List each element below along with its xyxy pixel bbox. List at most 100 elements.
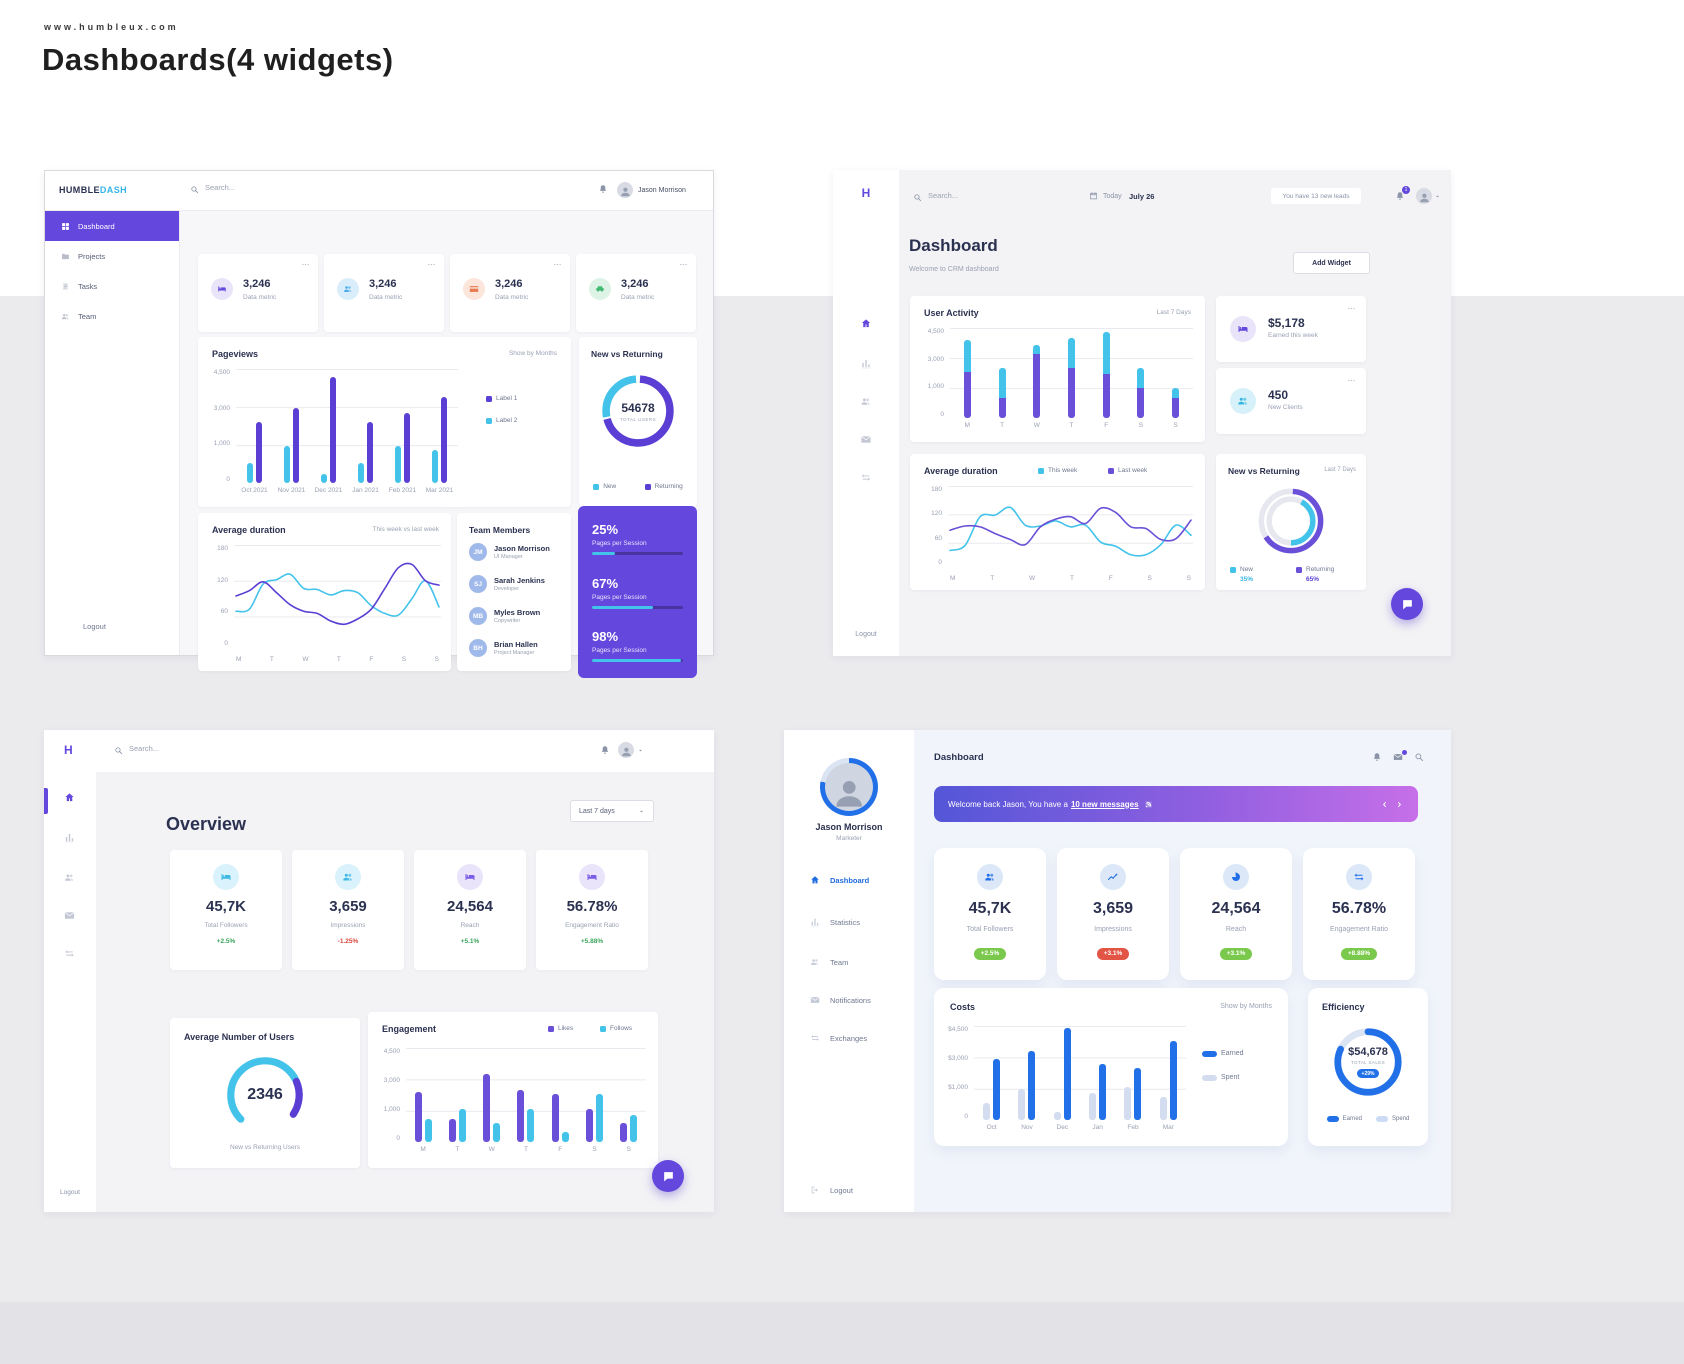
chevron-left-icon[interactable] (1380, 800, 1389, 809)
bc-g (1019, 328, 1054, 418)
page-title: Dashboards(4 widgets) (42, 42, 394, 77)
team-member-row[interactable]: BH Brian Hallen Project Manager (469, 639, 563, 657)
bell-icon[interactable] (1395, 191, 1405, 201)
card-hint: Show by Months (1220, 1003, 1272, 1010)
sidebar-swap-icon[interactable] (860, 472, 872, 483)
chart-icon (810, 917, 820, 927)
logout-link[interactable]: Logout (855, 631, 877, 638)
mail-icon[interactable] (1393, 752, 1403, 762)
search-input[interactable] (928, 191, 1038, 200)
sidebar-mail-icon[interactable] (860, 434, 872, 445)
date-label[interactable]: July 26 (1129, 192, 1155, 201)
search-icon (913, 193, 922, 202)
stat-label: Earned this week (1268, 332, 1318, 339)
leads-pill[interactable]: You have 13 new leads (1271, 188, 1361, 204)
stat-value: 45,7K (968, 900, 1012, 917)
logout-link[interactable]: Logout (60, 1189, 80, 1196)
more-menu-icon[interactable] (679, 260, 688, 269)
chevron-down-icon[interactable] (1434, 193, 1441, 200)
logout-link[interactable]: Logout (784, 1180, 914, 1200)
d3-icon-rail: Logout (44, 772, 96, 1212)
bc-b (1124, 1086, 1132, 1120)
bc-xt: Mar 2021 (425, 487, 454, 494)
stat-card: 3,659 Impressions +3.1% (1057, 848, 1169, 980)
team-member-row[interactable]: MB Myles Brown Copywriter (469, 607, 563, 625)
sidebar-item-notifications[interactable]: Notifications (784, 990, 914, 1010)
sidebar-chart-icon[interactable] (64, 832, 75, 843)
bc-b (483, 1074, 491, 1142)
bc-b (1068, 368, 1076, 418)
sidebar-home-icon[interactable] (860, 318, 872, 329)
sidebar-item-team[interactable]: Team (784, 952, 914, 972)
chevron-down-icon[interactable] (637, 747, 644, 754)
more-menu-icon[interactable] (301, 260, 310, 269)
more-menu-icon[interactable] (1347, 376, 1356, 385)
bc-g (1124, 328, 1159, 418)
avatar[interactable] (1416, 188, 1432, 204)
sidebar-swap-icon[interactable] (64, 948, 75, 959)
profile-avatar[interactable] (825, 763, 873, 811)
sidebar-item-dashboard[interactable]: Dashboard (784, 870, 914, 890)
range-value: Last 7 days (579, 807, 615, 815)
bc-col (963, 328, 971, 418)
range-dropdown[interactable]: Last 7 days (570, 800, 654, 822)
sidebar-people-icon[interactable] (64, 872, 75, 883)
bc-b (256, 422, 262, 483)
more-menu-icon[interactable] (1347, 304, 1356, 313)
sidebar-item-statistics[interactable]: Statistics (784, 912, 914, 932)
logout-link[interactable]: Logout (83, 622, 106, 631)
avatar[interactable] (618, 742, 634, 758)
sidebar-item-tasks[interactable]: Tasks (45, 271, 179, 301)
more-menu-icon[interactable] (427, 260, 436, 269)
sidebar-chart-icon[interactable] (860, 358, 872, 369)
dashboard-overview: H Logout Overview Last 7 days 45,7K (44, 730, 714, 1212)
sidebar-item-team[interactable]: Team (45, 301, 179, 331)
stat-delta: +5.1% (460, 938, 480, 945)
chat-fab-button[interactable] (652, 1160, 684, 1192)
user-name[interactable]: Jason Morrison (638, 187, 686, 194)
chat-fab-button[interactable] (1391, 588, 1423, 620)
add-widget-button[interactable]: Add Widget (1293, 252, 1370, 274)
search-input[interactable] (129, 744, 239, 753)
lc-yt: 0 (938, 558, 942, 566)
sidebar-item-exchanges[interactable]: Exchanges (784, 1028, 914, 1048)
sidebar-item-projects[interactable]: Projects (45, 241, 179, 271)
search-icon[interactable] (1414, 752, 1424, 762)
bell-icon[interactable] (600, 745, 610, 755)
chevron-right-icon[interactable] (1395, 800, 1404, 809)
team-member-row[interactable]: JM Jason Morrison UI Manager (469, 543, 563, 561)
stat-delta: -1.25% (337, 938, 359, 945)
sidebar-item-dashboard[interactable]: Dashboard (45, 211, 179, 241)
user-activity-card: User Activity Last 7 Days 4,500 3,000 1,00… (910, 296, 1205, 442)
bell-icon[interactable] (598, 184, 608, 194)
bc-g (950, 328, 985, 418)
line-chart-icon (1100, 864, 1126, 890)
sidebar-mail-icon[interactable] (64, 910, 75, 921)
search-input[interactable] (205, 183, 315, 192)
bc-yt: $3,000 (948, 1055, 968, 1062)
bc-yt: 0 (226, 475, 230, 483)
sidebar-home-icon[interactable] (64, 792, 75, 803)
duration-line-chart: 180 120 60 0 M T W T F S S (206, 545, 441, 663)
bc-yt: 0 (964, 1113, 968, 1120)
stat-card: 24,564 Reach +5.1% (414, 850, 526, 970)
card-title: Average Number of Users (184, 1032, 295, 1042)
banner-messages-link[interactable]: 10 new messages (1070, 799, 1139, 809)
legend-item: Likes (548, 1025, 573, 1032)
stat-value: 3,246 (369, 278, 397, 290)
legend-item: Returning 65% (1296, 566, 1334, 583)
sidebar-item-label: Team (78, 311, 97, 321)
lc-yt: 60 (934, 534, 942, 542)
stat-label: Reach (460, 922, 480, 929)
sidebar-people-icon[interactable] (860, 396, 872, 407)
sessions-panel: 25% Pages per Session 67% Pages per Sess… (578, 506, 697, 678)
more-menu-icon[interactable] (553, 260, 562, 269)
legend-item: Spent (1202, 1074, 1239, 1081)
avatar[interactable] (617, 182, 633, 198)
progress-bar (592, 605, 683, 609)
search-icon (190, 185, 199, 194)
chat-icon (1401, 598, 1414, 611)
bell-icon[interactable] (1372, 752, 1382, 762)
stat-card: 56.78% Engagement Ratio +8.88% (1303, 848, 1415, 980)
team-member-row[interactable]: SJ Sarah Jenkins Developer (469, 575, 563, 593)
